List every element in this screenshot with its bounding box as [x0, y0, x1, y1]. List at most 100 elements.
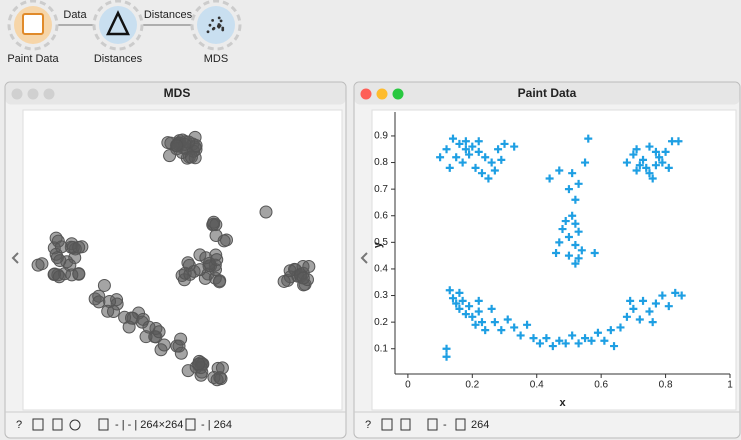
mds-point	[53, 254, 67, 268]
point	[632, 145, 641, 154]
save-icon[interactable]	[32, 418, 44, 431]
status-inputs: - | - | 264×264	[115, 419, 183, 431]
point	[442, 352, 451, 361]
node-ring[interactable]	[190, 0, 242, 51]
y-tick-label: 0.2	[374, 317, 388, 328]
point	[455, 304, 464, 313]
point	[648, 174, 657, 183]
point	[645, 307, 654, 316]
y-axis-label: y	[372, 241, 384, 248]
point	[571, 219, 580, 228]
mds-point	[181, 256, 195, 270]
point	[487, 304, 496, 313]
point	[477, 318, 486, 327]
window-button[interactable]	[11, 88, 23, 100]
mds-point	[199, 251, 213, 265]
point	[581, 334, 590, 343]
close-button[interactable]	[360, 88, 372, 100]
point	[564, 251, 573, 260]
point	[487, 158, 496, 167]
point	[651, 161, 660, 170]
paint-icon	[22, 13, 44, 35]
link-label: Data	[63, 9, 87, 21]
point	[529, 334, 538, 343]
icon-dot	[216, 24, 220, 28]
report-icon[interactable]	[400, 418, 411, 431]
point	[561, 217, 570, 226]
x-tick-label: 0.8	[659, 380, 673, 391]
mds-point	[122, 320, 136, 334]
mds-point	[213, 371, 227, 385]
window-button[interactable]	[27, 88, 39, 100]
status-inputs: -	[443, 419, 447, 431]
zoom-button[interactable]	[392, 88, 404, 100]
input-icon	[98, 418, 109, 431]
point	[458, 158, 467, 167]
x-tick-label: 0	[405, 380, 411, 391]
point	[658, 158, 667, 167]
point	[510, 323, 519, 332]
point	[494, 145, 503, 154]
point	[452, 153, 461, 162]
point	[574, 254, 583, 263]
point	[490, 166, 499, 175]
point	[471, 320, 480, 329]
point	[442, 145, 451, 154]
mds-point	[54, 240, 68, 254]
window-button[interactable]	[43, 88, 55, 100]
palette-icon[interactable]	[69, 419, 81, 431]
point	[600, 336, 609, 345]
point	[593, 328, 602, 337]
point	[461, 145, 470, 154]
help-icon[interactable]: ?	[365, 419, 371, 431]
workflow: Data Distances Paint Data Distances MDS	[7, 0, 242, 65]
point	[481, 153, 490, 162]
point	[629, 304, 638, 313]
mds-icon	[206, 16, 225, 34]
save-icon[interactable]	[381, 418, 393, 431]
y-tick-label: 0.4	[374, 264, 388, 275]
point	[568, 169, 577, 178]
point	[474, 307, 483, 316]
point	[622, 312, 631, 321]
point	[635, 315, 644, 324]
node-ring[interactable]	[7, 0, 59, 51]
link-label: Distances	[144, 9, 193, 21]
point	[552, 248, 561, 257]
minimize-button[interactable]	[376, 88, 388, 100]
point	[645, 169, 654, 178]
point	[648, 318, 657, 327]
y-tick-label: 0.9	[374, 131, 388, 142]
node-ring[interactable]	[92, 0, 144, 51]
node-label: Distances	[94, 53, 143, 65]
report-icon[interactable]	[52, 418, 63, 431]
mds-point	[92, 295, 106, 309]
help-icon[interactable]: ?	[16, 419, 22, 431]
point	[574, 227, 583, 236]
mds-point	[72, 240, 86, 254]
point	[455, 139, 464, 148]
output-icon	[455, 418, 466, 431]
point	[555, 336, 564, 345]
paint-plot[interactable]	[371, 109, 737, 411]
point	[471, 163, 480, 172]
mds-point	[296, 271, 310, 285]
collapse-arrow[interactable]	[360, 252, 368, 264]
title-bar	[5, 82, 346, 105]
window-title: Paint Data	[518, 86, 577, 100]
window-title: MDS	[164, 86, 191, 100]
point	[661, 147, 670, 156]
collapse-arrow[interactable]	[11, 252, 19, 264]
point	[481, 326, 490, 335]
mds-point	[259, 205, 273, 219]
mds-point	[194, 368, 208, 382]
point	[490, 318, 499, 327]
point	[558, 225, 567, 234]
point	[651, 299, 660, 308]
y-tick-label: 0.5	[374, 237, 388, 248]
y-tick-label: 0.8	[374, 157, 388, 168]
point	[658, 291, 667, 300]
point	[564, 233, 573, 242]
node-icon[interactable]	[197, 6, 235, 44]
